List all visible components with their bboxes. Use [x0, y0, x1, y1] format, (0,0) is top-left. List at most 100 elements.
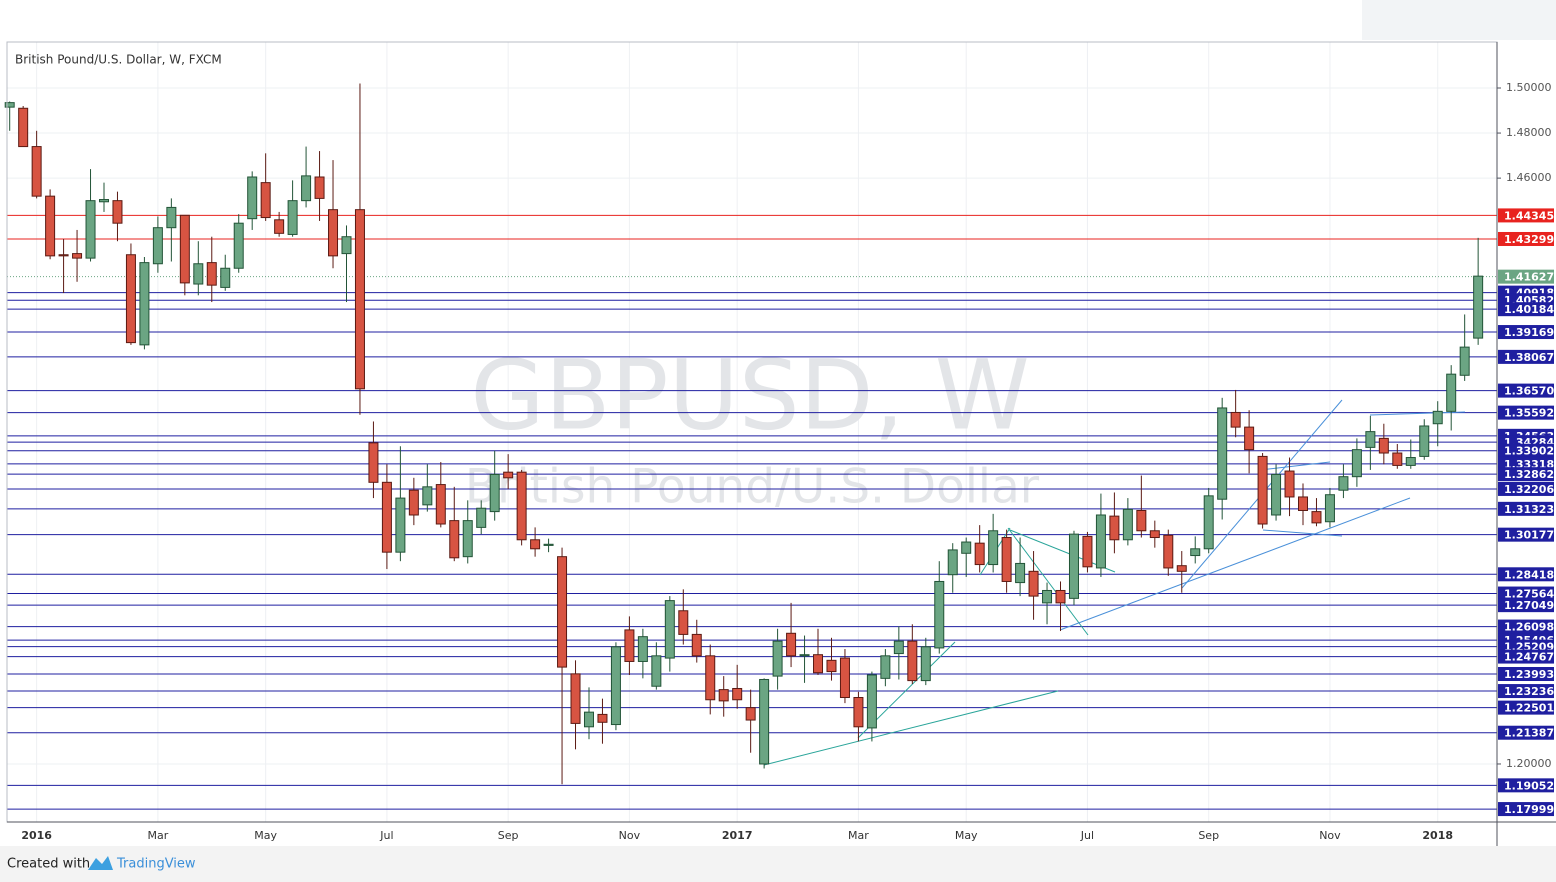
watermark: GBPUSD, W: [470, 339, 1029, 451]
candle-body: [301, 175, 312, 202]
support-label-box: [1498, 567, 1554, 582]
trendline: [1369, 411, 1466, 416]
trendline: [1259, 461, 1331, 471]
candle-body: [772, 640, 783, 677]
support-label: 1.23236: [1504, 685, 1554, 698]
footer-prefix: Created with: [7, 857, 90, 872]
candle-body: [1217, 407, 1228, 500]
candle-body: [1392, 452, 1403, 466]
candle-body: [354, 209, 365, 390]
candle-body: [1365, 431, 1376, 448]
candle-body: [1001, 537, 1012, 582]
candle-body: [408, 489, 419, 516]
candle-body: [1473, 275, 1484, 339]
trendline: [1262, 529, 1343, 537]
candle-body: [1271, 473, 1282, 516]
candle-body: [1257, 455, 1268, 525]
candle-body: [314, 176, 325, 199]
x-tick-label: 2017: [722, 829, 753, 842]
candle-body: [489, 473, 500, 513]
candle-body: [166, 206, 177, 229]
candle-body: [368, 442, 379, 483]
support-label-box: [1498, 649, 1554, 664]
candle-body: [247, 176, 258, 220]
candle-body: [610, 646, 621, 726]
candle-body: [260, 182, 271, 219]
candle-body: [422, 486, 433, 506]
candle-body: [988, 530, 999, 566]
candle-body: [866, 674, 877, 729]
x-tick-label: Sep: [1198, 829, 1219, 842]
candle-body: [1351, 449, 1362, 478]
candle-body: [961, 541, 972, 554]
candle-body: [31, 146, 42, 197]
candle-body: [759, 678, 770, 765]
candle-body: [1432, 410, 1443, 425]
candle-body: [206, 262, 217, 286]
support-label: 1.33902: [1504, 445, 1554, 458]
support-label: 1.26098: [1504, 621, 1554, 634]
candle-body: [1446, 373, 1457, 412]
candle-body: [934, 580, 945, 649]
x-tick-label: Mar: [848, 829, 869, 842]
x-tick-label: 2018: [1422, 829, 1453, 842]
support-label: 1.40184: [1504, 303, 1554, 316]
support-label-box: [1498, 383, 1554, 398]
support-label-box: [1498, 598, 1554, 613]
candle-body: [1338, 476, 1349, 491]
candle-body: [220, 267, 231, 288]
candle-body: [98, 199, 109, 203]
candle-body: [893, 640, 904, 655]
support-label: 1.36570: [1504, 385, 1554, 398]
x-tick-label: Jul: [379, 829, 393, 842]
support-label: 1.27564: [1504, 588, 1554, 601]
support-label: 1.35592: [1504, 407, 1554, 420]
support-label-box: [1498, 725, 1554, 740]
resistance-label: 1.44345: [1504, 209, 1554, 222]
candle-body: [274, 219, 285, 234]
x-tick-label: Sep: [498, 829, 519, 842]
candle-body: [1149, 530, 1160, 539]
candle-body: [530, 539, 541, 550]
candle-body: [233, 222, 244, 269]
candle-body: [85, 200, 96, 259]
candle-body: [1378, 437, 1389, 454]
last-price-label: 1.41627: [1504, 271, 1554, 284]
x-tick-label: May: [254, 829, 277, 842]
candle-body: [1419, 425, 1430, 457]
candle-body: [381, 481, 392, 553]
candle-body: [435, 484, 446, 525]
candles: [4, 83, 1484, 785]
candle-body: [839, 657, 850, 699]
support-label: 1.39169: [1504, 326, 1554, 339]
candle-body: [462, 520, 473, 558]
support-label-box: [1498, 302, 1554, 317]
candle-body: [1230, 411, 1241, 428]
candle-body: [786, 632, 797, 657]
support-label: 1.31323: [1504, 503, 1554, 516]
footer-bar: [0, 846, 1556, 882]
candle-body: [880, 655, 891, 679]
candle-body: [691, 633, 702, 657]
candle-body: [1082, 535, 1093, 568]
candle-body: [1284, 470, 1295, 498]
candle-body: [4, 102, 15, 108]
candle-body: [341, 236, 352, 255]
support-label: 1.21387: [1504, 727, 1554, 740]
candle-body: [1203, 495, 1214, 550]
candle-body: [813, 654, 824, 674]
candle-body: [705, 655, 716, 701]
candle-body: [1324, 494, 1335, 523]
candle-body: [1298, 496, 1309, 511]
candle-body: [503, 471, 514, 479]
support-label-box: [1498, 619, 1554, 634]
footer-brand[interactable]: TradingView: [116, 857, 196, 872]
candle-body: [1405, 457, 1416, 466]
x-tick-label: Mar: [148, 829, 169, 842]
support-label-box: [1498, 405, 1554, 420]
candle-body: [476, 507, 487, 528]
support-label: 1.19052: [1504, 779, 1554, 792]
toolbar-gap: [1362, 0, 1556, 40]
